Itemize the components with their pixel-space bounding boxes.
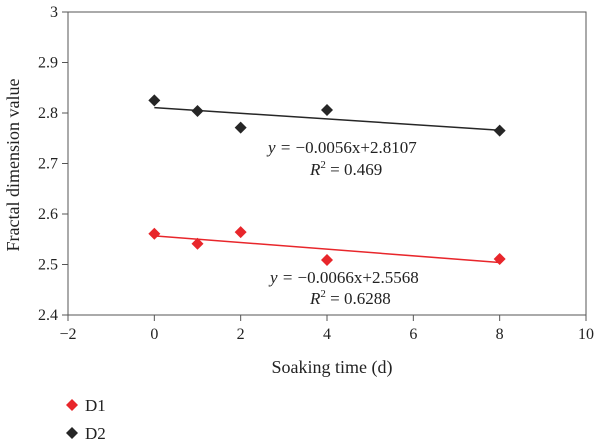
y-tick-label: 2.9 (38, 55, 58, 72)
data-point-d2 (321, 103, 333, 116)
trendline-d1 (154, 235, 500, 264)
data-point-d1 (191, 237, 204, 250)
data-point-d2 (493, 124, 506, 137)
y-tick-label: 2.7 (38, 156, 58, 173)
x-axis-title: Soaking time (d) (272, 357, 393, 378)
legend-marker-d2 (66, 427, 78, 439)
y-tick-label: 2.4 (38, 307, 58, 324)
data-point-d2 (191, 104, 204, 117)
legend-item-d1: D1 (66, 396, 106, 415)
x-tick-label: 10 (578, 326, 594, 343)
x-tick-label: 6 (409, 326, 417, 343)
d2-r-squared: R2 = 0.469 (309, 159, 382, 179)
x-tick-label: 0 (150, 326, 158, 343)
x-tick-label: −2 (59, 326, 76, 343)
data-point-d2 (148, 94, 161, 107)
x-tick-label: 4 (323, 326, 331, 343)
data-point-d1 (493, 252, 506, 265)
d1-equation: y = −0.0066x+2.5568 (268, 268, 419, 287)
legend: D1 D2 (66, 396, 106, 443)
y-tick-label: 2.5 (38, 257, 58, 274)
d1-r-squared: R2 = 0.6288 (309, 288, 391, 308)
legend-label-d1: D1 (85, 396, 106, 415)
y-tick-label: 2.6 (38, 206, 58, 223)
y-axis-title: Fractal dimension value (3, 79, 23, 252)
data-point-d1 (321, 253, 333, 266)
data-point-d1 (148, 227, 161, 240)
trendlines (154, 106, 500, 264)
y-tick-label: 3 (50, 4, 58, 21)
legend-marker-d1 (66, 399, 78, 411)
axes: −2 0 2 4 6 8 10 2.4 2.5 2.6 2.7 2.8 2.9 3 (38, 4, 594, 343)
y-tick-label: 2.8 (38, 105, 58, 122)
d2-equation: y = −0.0056x+2.8107 (266, 138, 417, 157)
x-tick-label: 8 (496, 326, 504, 343)
trendline-d2 (154, 106, 500, 131)
data-points (148, 94, 506, 266)
legend-item-d2: D2 (66, 424, 106, 443)
legend-label-d2: D2 (85, 424, 106, 443)
data-point-d2 (234, 121, 247, 134)
data-point-d1 (234, 226, 247, 239)
x-tick-label: 2 (237, 326, 245, 343)
